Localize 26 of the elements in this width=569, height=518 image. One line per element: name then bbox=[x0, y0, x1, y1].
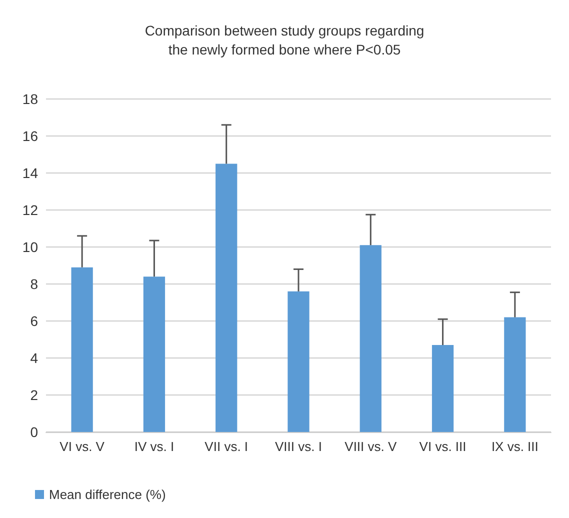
legend-label: Mean difference (%) bbox=[49, 487, 166, 502]
x-tick-label: VI vs. V bbox=[60, 439, 105, 454]
x-tick-label: VIII vs. V bbox=[344, 439, 397, 454]
x-tick-label: IX vs. III bbox=[491, 439, 538, 454]
y-tick-label: 16 bbox=[22, 128, 38, 144]
y-tick-label: 10 bbox=[22, 239, 38, 255]
bar bbox=[71, 267, 93, 432]
bar bbox=[288, 291, 310, 432]
y-tick-label: 4 bbox=[30, 350, 38, 366]
bar bbox=[143, 276, 166, 432]
bar bbox=[216, 164, 238, 432]
x-tick-label: VII vs. I bbox=[204, 439, 248, 454]
x-tick-label: VIII vs. I bbox=[275, 439, 322, 454]
y-tick-label: 0 bbox=[30, 424, 38, 440]
y-tick-label: 8 bbox=[30, 276, 38, 292]
x-tick-label: VI vs. III bbox=[419, 439, 466, 454]
chart-title: Comparison between study groups regarding the newly formed bone where P<0.05 bbox=[144, 22, 424, 58]
x-tick-label: IV vs. I bbox=[134, 439, 174, 454]
y-tick-label: 18 bbox=[22, 91, 38, 107]
bar bbox=[432, 345, 454, 432]
y-tick-label: 6 bbox=[30, 313, 38, 329]
y-tick-label: 14 bbox=[22, 165, 38, 181]
y-tick-label: 2 bbox=[30, 387, 38, 403]
bar bbox=[360, 245, 382, 432]
y-tick-label: 12 bbox=[22, 202, 38, 218]
bar bbox=[504, 317, 526, 432]
